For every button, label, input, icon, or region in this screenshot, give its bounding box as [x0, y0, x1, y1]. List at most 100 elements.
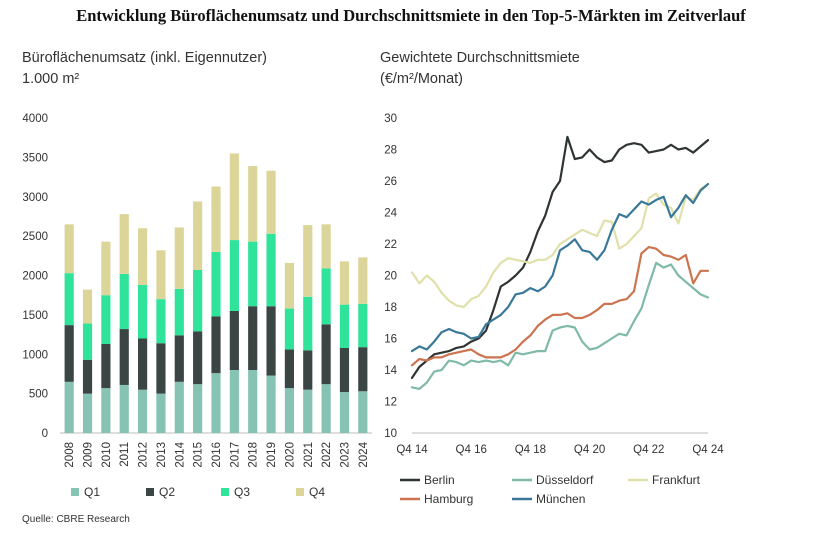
bar-legend-swatch-q1 [71, 488, 79, 496]
line-legend-label-berlin: Berlin [424, 473, 455, 487]
line-series-duesseldorf [410, 261, 710, 390]
bar-segment-q2 [156, 343, 166, 394]
line-legend-label-duesseldorf: Düsseldorf [536, 473, 594, 487]
line-chart-subtitle-line1: Gewichtete Durchschnittsmiete [380, 50, 580, 66]
line-y-tick-label: 22 [384, 239, 397, 251]
line-chart: 10 12 14 16 18 20 22 24 26 28 30 Q4 14 Q4 16 Q4 18 Q4 … [384, 113, 724, 506]
bar-segment-q1 [321, 384, 331, 433]
bar-chart-subtitle-line2: 1.000 m² [22, 71, 80, 87]
bar-segment-q3 [321, 268, 331, 325]
bar-x-tick-label: 2021 [303, 442, 315, 468]
bar-segment-q4 [119, 214, 129, 274]
line-y-tick-label: 12 [384, 397, 397, 409]
bar-y-tick-label: 1500 [22, 310, 48, 322]
bar-segment-q1 [303, 389, 313, 433]
bar-segment-q2 [339, 347, 350, 393]
bar-x-tick-label: 2014 [174, 441, 186, 467]
bar-legend-label-q3: Q3 [234, 485, 250, 499]
bar-x-tick-label: 2010 [101, 442, 113, 468]
bar-segment-q1 [156, 393, 166, 433]
bar-x-tick-label: 2022 [321, 442, 333, 468]
bar-y-tick-label: 4000 [22, 113, 48, 125]
line-y-tick-label: 18 [384, 302, 397, 314]
bar-segment-q3 [119, 273, 129, 330]
bar-legend-swatch-q3 [221, 488, 229, 496]
bar-segment-q2 [229, 310, 239, 370]
bar-segment-q4 [266, 170, 276, 234]
bar-x-tick-label: 2013 [156, 442, 168, 468]
bar-y-tick-label: 1000 [22, 349, 48, 361]
bar-segment-q1 [211, 373, 221, 433]
bar-x-tick-label: 2018 [248, 442, 260, 468]
bar-segment-q3 [303, 296, 313, 351]
bar-x-tick-label: 2023 [339, 442, 351, 468]
bar-x-tick-label: 2011 [119, 442, 131, 467]
bar-segment-q4 [339, 261, 350, 305]
bar-segment-q3 [174, 288, 184, 336]
line-x-tick-label: Q4 14 [396, 444, 428, 456]
bar-segment-q2 [358, 347, 368, 392]
bar-legend-label-q4: Q4 [309, 485, 325, 499]
bar-segment-q1 [248, 370, 258, 433]
line-series-muenchen [410, 183, 710, 353]
bar-segment-q1 [284, 388, 294, 433]
bar-x-tick-label: 2008 [64, 442, 76, 468]
bar-segment-q1 [82, 393, 93, 433]
bar-x-tick-label: 2024 [358, 441, 370, 467]
line-x-tick-label: Q4 16 [456, 444, 487, 456]
line-y-tick-label: 24 [384, 208, 397, 220]
bar-segment-q3 [82, 323, 93, 360]
line-legend-label-muenchen: München [536, 492, 585, 506]
line-legend-label-frankfurt: Frankfurt [652, 473, 701, 487]
bar-segment-q3 [284, 308, 294, 350]
bar-segment-q3 [101, 295, 111, 345]
bar-legend-swatch-q2 [146, 488, 154, 496]
bar-legend-label-q1: Q1 [84, 485, 100, 499]
bar-x-tick-label: 2020 [284, 442, 296, 468]
bar-segment-q1 [358, 391, 368, 433]
bar-segment-q4 [248, 166, 258, 242]
line-x-tick-label: Q4 24 [692, 444, 724, 456]
bar-segment-q2 [138, 338, 148, 390]
line-x-tick-label: Q4 20 [574, 444, 605, 456]
bar-segment-q2 [64, 325, 74, 382]
line-legend-label-hamburg: Hamburg [424, 492, 473, 506]
bar-segment-q2 [211, 316, 221, 374]
bar-segment-q2 [303, 350, 313, 390]
bar-legend-swatch-q4 [296, 488, 304, 496]
bar-segment-q4 [82, 289, 93, 324]
bar-segment-q4 [101, 241, 111, 296]
bar-segment-q4 [138, 228, 148, 285]
bar-segment-q4 [358, 257, 368, 304]
line-y-tick-label: 28 [384, 145, 397, 157]
source-note: Quelle: CBRE Research [22, 514, 130, 525]
bar-x-tick-label: 2019 [266, 442, 278, 468]
bar-x-tick-label: 2009 [83, 442, 95, 468]
bar-segment-q2 [266, 306, 276, 376]
bar-segment-q2 [248, 306, 258, 370]
line-chart-subtitle: Gewichtete Durchschnittsmiete (€/m²/Mona… [380, 48, 580, 90]
bar-x-tick-label: 2017 [229, 442, 241, 468]
bar-segment-q4 [174, 227, 184, 289]
line-series-frankfurt [410, 183, 710, 309]
line-x-tick-label: Q4 18 [515, 444, 546, 456]
bar-segment-q4 [156, 250, 166, 300]
bar-segment-q4 [229, 153, 239, 241]
bar-segment-q4 [303, 225, 313, 297]
bar-y-tick-label: 0 [42, 428, 48, 440]
bar-segment-q3 [266, 233, 276, 307]
bar-segment-q1 [193, 384, 203, 433]
line-y-tick-label: 30 [384, 113, 397, 125]
bar-segment-q3 [248, 241, 258, 307]
bar-segment-q3 [358, 303, 368, 348]
bar-legend-label-q2: Q2 [159, 485, 175, 499]
bar-segment-q4 [64, 224, 74, 274]
bar-segment-q1 [101, 388, 111, 433]
bar-segment-q3 [138, 284, 148, 339]
bar-y-tick-label: 500 [29, 389, 48, 401]
bar-segment-q1 [266, 375, 276, 433]
line-chart-subtitle-line2: (€/m²/Monat) [380, 71, 463, 87]
bar-segment-q3 [156, 299, 166, 344]
line-y-tick-label: 20 [384, 271, 397, 283]
